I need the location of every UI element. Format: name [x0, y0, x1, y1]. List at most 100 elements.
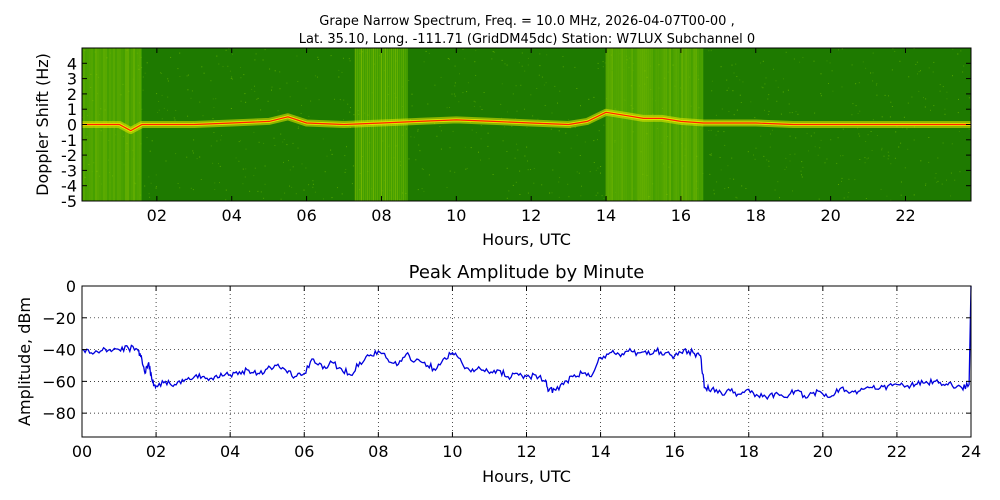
x-tick-label: 22 [887, 442, 907, 461]
speckle [652, 98, 653, 100]
x-tick-label: 14 [596, 206, 616, 225]
speckle [283, 139, 285, 141]
speckle [401, 192, 403, 194]
speckle [710, 154, 712, 156]
speckle [192, 152, 194, 154]
speckle [193, 139, 195, 141]
speckle [158, 101, 160, 102]
speckle [963, 65, 965, 67]
speckle [735, 196, 737, 198]
speckle [370, 188, 372, 190]
speckle [501, 83, 503, 85]
speckle [279, 88, 281, 90]
speckle [384, 133, 386, 135]
speckle [887, 158, 889, 160]
speckle [944, 108, 946, 110]
speckle [519, 194, 521, 195]
speckle [140, 56, 142, 58]
speckle [918, 71, 920, 73]
speckle [454, 82, 456, 84]
speckle [94, 51, 96, 53]
speckle [251, 88, 253, 90]
y-tick-label: 0 [66, 277, 76, 296]
speckle [201, 66, 203, 68]
speckle [904, 167, 906, 169]
speckle [449, 107, 450, 108]
speckle [710, 50, 712, 52]
speckle [890, 199, 892, 201]
speckle [449, 170, 451, 172]
speckle [483, 92, 485, 93]
speckle [367, 114, 369, 116]
speckle [663, 49, 665, 51]
speckle [155, 174, 157, 176]
speckle [317, 76, 318, 78]
speckle [650, 89, 652, 90]
speckle [235, 157, 237, 159]
speckle [876, 84, 877, 86]
speckle [600, 166, 602, 167]
speckle [784, 169, 786, 170]
speckle [698, 107, 700, 109]
speckle [551, 192, 553, 194]
speckle [245, 168, 247, 170]
speckle [818, 198, 820, 200]
speckle [465, 168, 467, 170]
speckle [515, 118, 517, 120]
speckle [908, 76, 910, 78]
speckle [852, 103, 854, 105]
speckle [753, 154, 754, 156]
speckle [918, 90, 920, 92]
speckle [222, 66, 224, 68]
speckle [661, 142, 663, 144]
speckle [139, 102, 140, 104]
speckle [900, 194, 902, 196]
speckle [504, 63, 506, 65]
speckle [580, 105, 581, 107]
speckle [681, 143, 682, 145]
speckle [359, 173, 361, 174]
speckle [881, 149, 883, 151]
speckle [663, 163, 664, 165]
speckle [934, 177, 936, 179]
y-tick-label: -2 [61, 146, 77, 165]
speckle [454, 85, 456, 87]
speckle [104, 100, 105, 102]
y-tick-label: 1 [67, 100, 77, 119]
speckle [475, 50, 477, 52]
speckle [950, 195, 951, 197]
speckle [458, 101, 460, 103]
x-tick-label: 24 [961, 442, 981, 461]
speckle [520, 84, 522, 86]
speckle [330, 55, 332, 57]
speckle [576, 171, 578, 173]
speckle [382, 140, 384, 142]
speckle [755, 147, 757, 149]
speckle [115, 134, 117, 136]
speckle [789, 154, 791, 155]
speckle [506, 64, 508, 66]
speckle [952, 48, 954, 50]
speckle [291, 186, 293, 188]
speckle [390, 170, 392, 172]
speckle [254, 85, 255, 87]
speckle [318, 59, 320, 60]
speckle [231, 78, 233, 80]
speckle [932, 71, 934, 73]
speckle [632, 107, 634, 109]
speckle [549, 192, 551, 194]
speckle [558, 130, 560, 132]
speckle [170, 56, 172, 58]
speckle [459, 73, 460, 75]
speckle [663, 155, 665, 157]
speckle [720, 169, 722, 171]
speckle [567, 183, 569, 185]
speckle [760, 135, 762, 137]
speckle [254, 59, 256, 61]
speckle [550, 128, 552, 130]
speckle [814, 146, 816, 148]
speckle [148, 193, 150, 195]
speckle [546, 54, 548, 56]
speckle [532, 115, 534, 117]
speckle [123, 164, 125, 166]
